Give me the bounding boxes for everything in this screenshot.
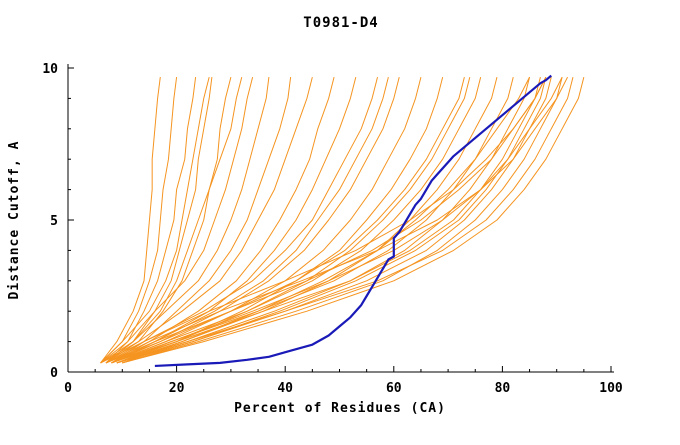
model-curve <box>116 76 574 364</box>
model-curve <box>100 76 313 364</box>
axes-layer: 0 20 40 60 80 100 0 5 10 <box>42 62 623 396</box>
model-curve <box>111 76 357 364</box>
x-tick-label: 100 <box>599 381 623 396</box>
best-model-curve <box>154 74 552 368</box>
model-curve <box>100 76 254 364</box>
model-curve <box>116 76 552 364</box>
model-curve <box>116 76 531 364</box>
y-axis-label: Distance Cutoff, A <box>7 141 22 300</box>
model-curve <box>100 76 378 364</box>
y-tick-label: 10 <box>42 62 58 77</box>
y-tick-label: 0 <box>50 366 58 381</box>
model-curve <box>105 76 465 364</box>
model-curve <box>111 76 569 364</box>
model-curve <box>105 76 243 364</box>
model-curve <box>100 76 210 364</box>
model-curve <box>105 76 400 364</box>
model-curve <box>122 76 530 364</box>
model-curve <box>122 76 563 364</box>
model-curve <box>105 77 270 364</box>
model-curve <box>111 76 541 364</box>
x-tick-label: 0 <box>64 381 72 396</box>
x-tick-label: 80 <box>495 381 511 396</box>
model-curve <box>100 77 213 364</box>
x-axis-label: Percent of Residues (CA) <box>234 401 446 416</box>
model-curve <box>111 77 292 364</box>
model-curve <box>105 76 335 364</box>
series-layer <box>100 74 585 368</box>
model-curve <box>111 76 482 364</box>
x-tick-label: 40 <box>277 381 293 396</box>
model-curve <box>116 76 471 364</box>
model-curve <box>100 77 178 364</box>
x-tick-label: 60 <box>386 381 402 396</box>
model-curve <box>100 77 161 364</box>
model-curve <box>116 76 563 364</box>
model-curve <box>111 76 422 364</box>
model-curve <box>122 76 547 364</box>
model-curve <box>105 76 547 364</box>
y-tick-label: 5 <box>50 214 58 229</box>
model-curve <box>105 77 197 364</box>
model-curve <box>122 76 585 364</box>
chart-title: T0981-D4 <box>303 15 378 31</box>
x-tick-label: 20 <box>169 381 185 396</box>
model-curve <box>111 76 389 364</box>
